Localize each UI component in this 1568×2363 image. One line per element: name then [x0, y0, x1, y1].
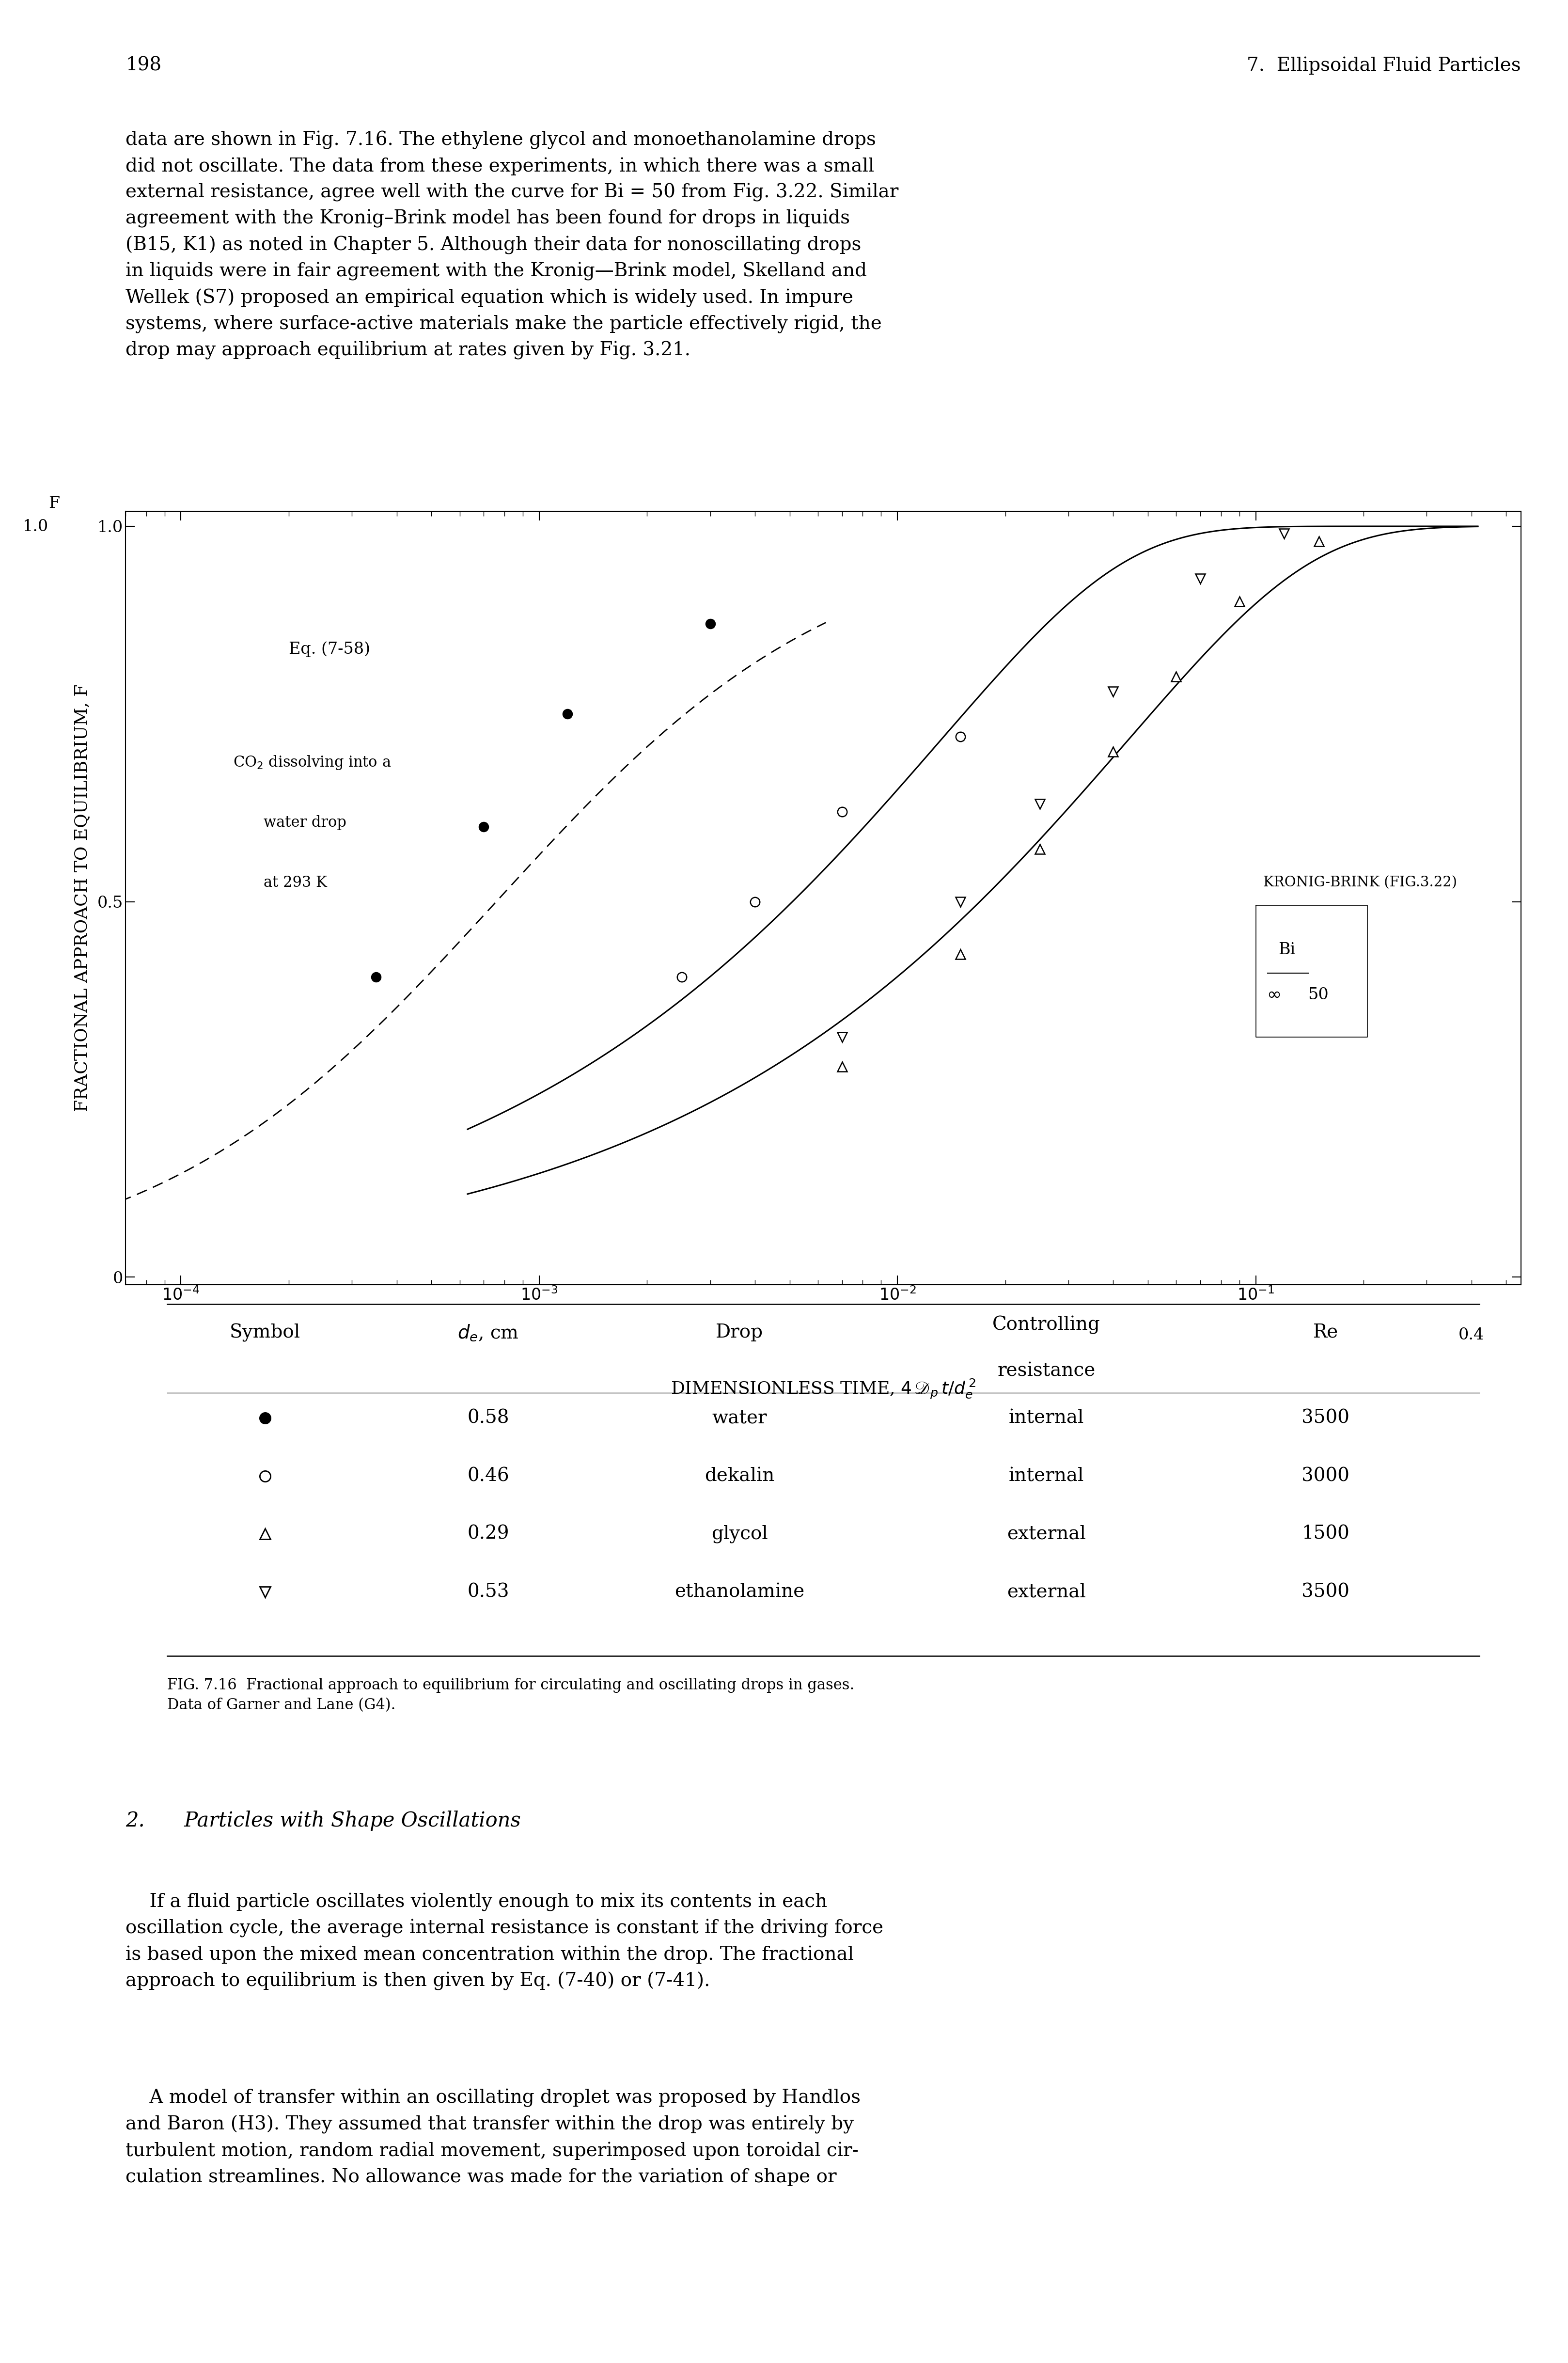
Text: $d_e$, cm: $d_e$, cm: [458, 1323, 519, 1342]
Text: If a fluid particle oscillates violently enough to mix its contents in each
osci: If a fluid particle oscillates violently…: [125, 1893, 883, 1990]
Text: FIG. 7.16  Fractional approach to equilibrium for circulating and oscillating dr: FIG. 7.16 Fractional approach to equilib…: [168, 1678, 855, 1713]
Text: glycol: glycol: [712, 1524, 768, 1543]
Text: A model of transfer within an oscillating droplet was proposed by Handlos
and Ba: A model of transfer within an oscillatin…: [125, 2089, 861, 2186]
Text: Symbol: Symbol: [229, 1323, 301, 1342]
Text: water: water: [712, 1408, 767, 1427]
Y-axis label: FRACTIONAL APPROACH TO EQUILIBRIUM, F: FRACTIONAL APPROACH TO EQUILIBRIUM, F: [74, 685, 91, 1111]
Text: DIMENSIONLESS TIME, $4\,\mathscr{D}_p\,t/d_e^{\,2}$: DIMENSIONLESS TIME, $4\,\mathscr{D}_p\,t…: [671, 1378, 975, 1401]
Text: data are shown in Fig. 7.16. The ethylene glycol and monoethanolamine drops
did : data are shown in Fig. 7.16. The ethylen…: [125, 130, 898, 359]
Text: Bi: Bi: [1278, 943, 1295, 957]
Text: 2.     Particles with Shape Oscillations: 2. Particles with Shape Oscillations: [125, 1810, 521, 1831]
Text: KRONIG-BRINK (FIG.3.22): KRONIG-BRINK (FIG.3.22): [1264, 877, 1457, 888]
Text: 198: 198: [125, 57, 162, 76]
Text: 0.58: 0.58: [467, 1408, 510, 1427]
Text: resistance: resistance: [997, 1361, 1096, 1380]
Text: dekalin: dekalin: [704, 1467, 775, 1484]
Text: $\infty$: $\infty$: [1267, 985, 1279, 1002]
Text: 0.29: 0.29: [467, 1524, 510, 1543]
Text: Drop: Drop: [715, 1323, 764, 1342]
Text: 0.53: 0.53: [467, 1583, 510, 1602]
Text: Re: Re: [1312, 1323, 1338, 1342]
Text: internal: internal: [1008, 1467, 1083, 1484]
Text: F: F: [49, 496, 60, 510]
Text: at 293 K: at 293 K: [263, 874, 326, 891]
Text: 50: 50: [1308, 988, 1328, 1002]
Text: 3500: 3500: [1301, 1408, 1350, 1427]
Text: CO$_2$ dissolving into a: CO$_2$ dissolving into a: [234, 754, 392, 770]
Text: ethanolamine: ethanolamine: [674, 1583, 804, 1602]
Text: water drop: water drop: [263, 815, 347, 829]
Text: 7.  Ellipsoidal Fluid Particles: 7. Ellipsoidal Fluid Particles: [1247, 57, 1521, 76]
Text: external: external: [1007, 1583, 1087, 1602]
Text: external: external: [1007, 1524, 1087, 1543]
Text: Eq. (7-58): Eq. (7-58): [289, 640, 370, 657]
Text: 0.4: 0.4: [1458, 1328, 1485, 1342]
Text: 3000: 3000: [1301, 1467, 1350, 1484]
Text: 0.46: 0.46: [467, 1467, 510, 1484]
Text: 1.0: 1.0: [24, 520, 49, 534]
Text: internal: internal: [1008, 1408, 1083, 1427]
Text: 3500: 3500: [1301, 1583, 1350, 1602]
Text: 1500: 1500: [1301, 1524, 1350, 1543]
Text: Controlling: Controlling: [993, 1316, 1101, 1335]
